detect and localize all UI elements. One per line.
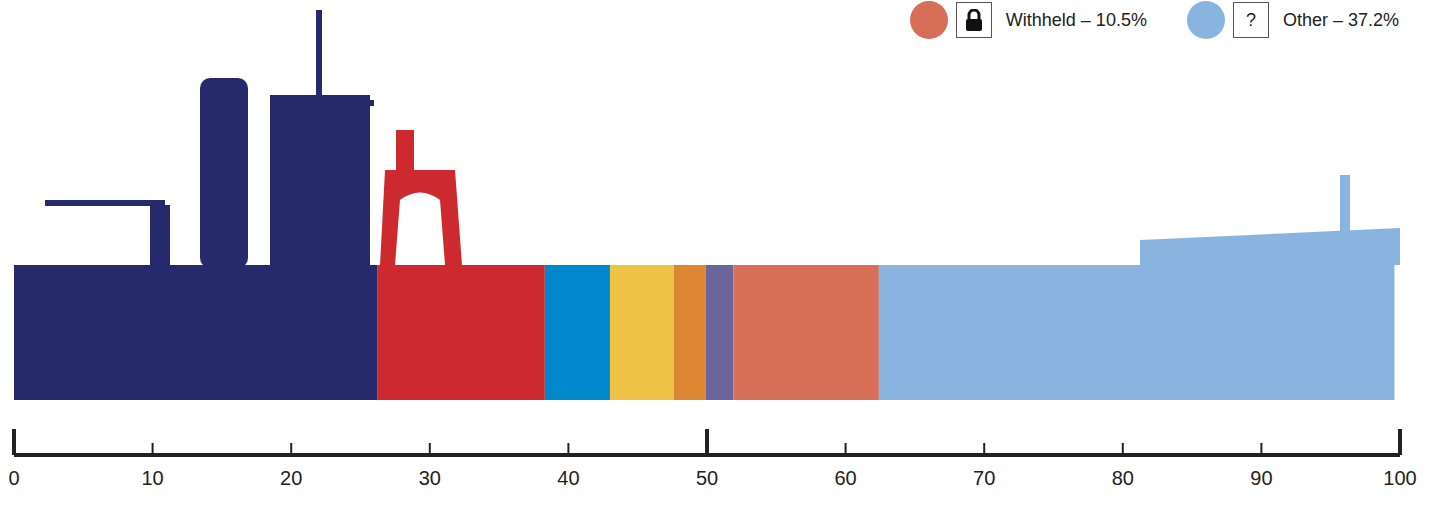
svg-text:30: 30: [419, 467, 441, 489]
svg-text:90: 90: [1250, 467, 1272, 489]
svg-text:60: 60: [834, 467, 856, 489]
svg-text:50: 50: [696, 467, 718, 489]
svg-text:10: 10: [141, 467, 163, 489]
svg-text:20: 20: [280, 467, 302, 489]
svg-text:70: 70: [973, 467, 995, 489]
svg-text:100: 100: [1383, 467, 1416, 489]
svg-text:0: 0: [8, 467, 19, 489]
html-text:Withheld – 10.5%: Withheld – 10.5%: [1005, 9, 1147, 30]
svg-text:80: 80: [1112, 467, 1134, 489]
svg-text:40: 40: [557, 467, 579, 489]
html-text:Other – 37.2%: Other – 37.2%: [1282, 9, 1399, 30]
